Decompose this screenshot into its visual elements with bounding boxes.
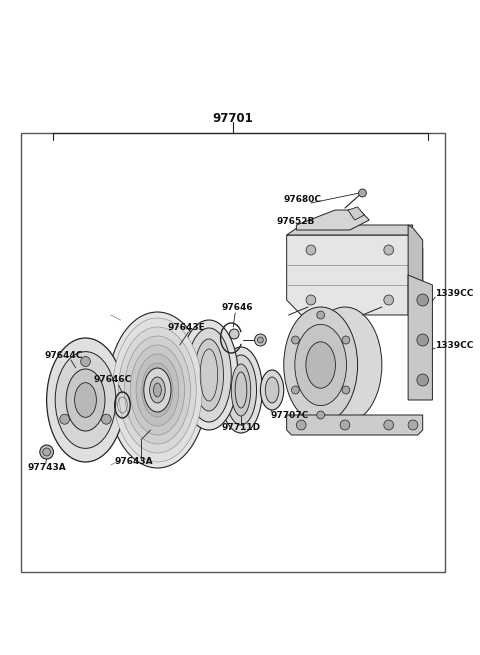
Ellipse shape xyxy=(150,377,165,403)
Ellipse shape xyxy=(284,307,358,423)
Polygon shape xyxy=(287,415,423,435)
Circle shape xyxy=(317,411,324,419)
Ellipse shape xyxy=(187,328,231,422)
Circle shape xyxy=(340,420,350,430)
Circle shape xyxy=(40,445,53,459)
Circle shape xyxy=(291,386,300,394)
Polygon shape xyxy=(348,207,364,220)
Polygon shape xyxy=(408,275,432,400)
Circle shape xyxy=(384,295,394,305)
Polygon shape xyxy=(408,225,423,315)
Text: 97644C: 97644C xyxy=(45,350,83,360)
Ellipse shape xyxy=(180,320,238,430)
Bar xyxy=(22,133,445,572)
Ellipse shape xyxy=(231,364,251,416)
Circle shape xyxy=(384,420,394,430)
Ellipse shape xyxy=(306,342,336,388)
Circle shape xyxy=(384,245,394,255)
Circle shape xyxy=(254,334,266,346)
Circle shape xyxy=(359,189,366,197)
Text: 97711D: 97711D xyxy=(222,424,261,432)
Circle shape xyxy=(317,311,324,319)
Circle shape xyxy=(417,334,429,346)
Ellipse shape xyxy=(308,307,382,423)
Text: 97643E: 97643E xyxy=(167,322,205,331)
Circle shape xyxy=(296,420,306,430)
Ellipse shape xyxy=(47,338,124,462)
Circle shape xyxy=(306,295,316,305)
Ellipse shape xyxy=(265,377,279,403)
Ellipse shape xyxy=(119,327,196,453)
Polygon shape xyxy=(296,210,369,230)
Ellipse shape xyxy=(74,383,96,417)
Text: 97643A: 97643A xyxy=(115,457,153,466)
Circle shape xyxy=(408,420,418,430)
Text: 97646C: 97646C xyxy=(93,375,132,384)
Ellipse shape xyxy=(108,312,207,468)
Ellipse shape xyxy=(226,355,256,425)
Ellipse shape xyxy=(142,363,173,417)
Ellipse shape xyxy=(113,318,202,462)
Circle shape xyxy=(81,356,90,367)
Text: 97701: 97701 xyxy=(213,111,253,124)
Circle shape xyxy=(417,294,429,306)
Text: 1339CC: 1339CC xyxy=(435,341,474,350)
Polygon shape xyxy=(287,225,413,235)
Ellipse shape xyxy=(136,354,179,426)
Circle shape xyxy=(342,336,350,344)
Circle shape xyxy=(342,386,350,394)
Circle shape xyxy=(257,337,264,343)
Circle shape xyxy=(417,374,429,386)
Text: 97707C: 97707C xyxy=(270,411,308,419)
Text: 97743A: 97743A xyxy=(27,464,66,472)
Ellipse shape xyxy=(295,324,347,405)
Circle shape xyxy=(306,245,316,255)
Circle shape xyxy=(229,329,239,339)
Text: 1339CC: 1339CC xyxy=(435,290,474,299)
Ellipse shape xyxy=(154,383,161,397)
Ellipse shape xyxy=(194,339,224,411)
Text: 97680C: 97680C xyxy=(284,195,322,204)
Ellipse shape xyxy=(261,370,284,410)
Circle shape xyxy=(291,336,300,344)
Text: 97652B: 97652B xyxy=(277,217,315,227)
Ellipse shape xyxy=(66,369,105,431)
Circle shape xyxy=(102,414,111,424)
Circle shape xyxy=(43,448,50,456)
Ellipse shape xyxy=(130,345,185,435)
Text: 97646: 97646 xyxy=(222,303,253,312)
Polygon shape xyxy=(287,235,423,315)
Ellipse shape xyxy=(144,368,171,412)
Ellipse shape xyxy=(124,336,191,444)
Ellipse shape xyxy=(220,347,263,433)
Circle shape xyxy=(60,414,70,424)
Ellipse shape xyxy=(55,352,116,449)
